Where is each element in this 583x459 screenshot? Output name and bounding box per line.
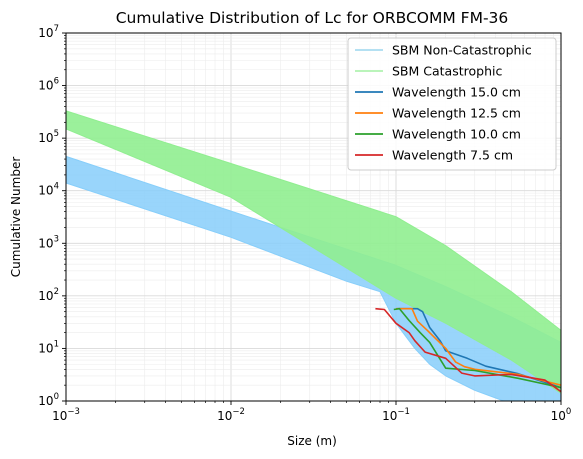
chart-title: Cumulative Distribution of Lc for ORBCOM…: [116, 9, 509, 27]
y-axis-label: Cumulative Number: [9, 157, 23, 278]
y-tick-base: 10: [38, 79, 53, 93]
legend-label-wavelength-12-5-cm: Wavelength 12.5 cm: [392, 106, 521, 121]
x-axis-ticks: 10−3 10−2 10−1 100: [52, 401, 571, 423]
y-tick-base: 10: [38, 26, 53, 40]
legend-label-sbm-non-catastrophic: SBM Non-Catastrophic: [392, 43, 532, 58]
y-tick-base: 10: [38, 131, 53, 145]
y-tick-label: 102: [38, 287, 59, 303]
y-tick-label: 100: [38, 392, 59, 408]
y-tick-exponent: 3: [54, 234, 59, 244]
y-tick-base: 10: [38, 289, 53, 303]
y-tick-label: 107: [38, 24, 59, 40]
y-tick-label: 101: [38, 339, 59, 355]
y-tick-label: 104: [38, 182, 59, 198]
wavelength-series: [375, 307, 562, 393]
y-tick-exponent: 0: [54, 392, 59, 402]
series-wavelength-7-5-cm: [375, 307, 562, 393]
x-tick-base: 10: [52, 409, 67, 423]
legend: SBM Non-Catastrophic SBM Catastrophic Wave…: [347, 37, 557, 171]
y-tick-label: 106: [38, 77, 59, 93]
legend-label-wavelength-10-0-cm: Wavelength 10.0 cm: [392, 127, 521, 142]
x-tick-base: 10: [382, 409, 397, 423]
x-tick-label: 10−3: [52, 407, 80, 423]
y-tick-exponent: 1: [54, 339, 59, 349]
x-tick-exponent: −2: [232, 407, 245, 417]
legend-box: [347, 37, 557, 171]
x-tick-exponent: −1: [397, 407, 410, 417]
legend-label-wavelength-15-0-cm: Wavelength 15.0 cm: [392, 85, 521, 100]
x-tick-label: 100: [551, 407, 572, 423]
y-tick-exponent: 7: [54, 24, 59, 34]
x-axis-label: Size (m): [287, 434, 337, 448]
y-tick-base: 10: [38, 341, 53, 355]
x-tick-base: 10: [217, 409, 232, 423]
series-wavelength-10-0-cm: [393, 307, 562, 389]
legend-label-wavelength-7-5-cm: Wavelength 7.5 cm: [392, 148, 513, 163]
y-tick-exponent: 5: [54, 129, 59, 139]
x-tick-label: 10−1: [382, 407, 410, 423]
y-tick-exponent: 2: [54, 287, 59, 297]
y-tick-exponent: 4: [54, 182, 59, 192]
legend-label-sbm-catastrophic: SBM Catastrophic: [392, 64, 502, 79]
y-tick-exponent: 6: [54, 77, 59, 87]
y-tick-base: 10: [38, 394, 53, 408]
y-tick-base: 10: [38, 184, 53, 198]
x-tick-exponent: −3: [67, 407, 80, 417]
series-wavelength-12-5-cm: [396, 307, 562, 386]
x-tick-label: 10−2: [217, 407, 245, 423]
x-tick-exponent: 0: [566, 407, 571, 417]
plot-frame: [65, 32, 562, 402]
x-tick-base: 10: [551, 409, 566, 423]
y-tick-label: 103: [38, 234, 59, 250]
y-tick-label: 105: [38, 129, 59, 145]
y-tick-base: 10: [38, 236, 53, 250]
